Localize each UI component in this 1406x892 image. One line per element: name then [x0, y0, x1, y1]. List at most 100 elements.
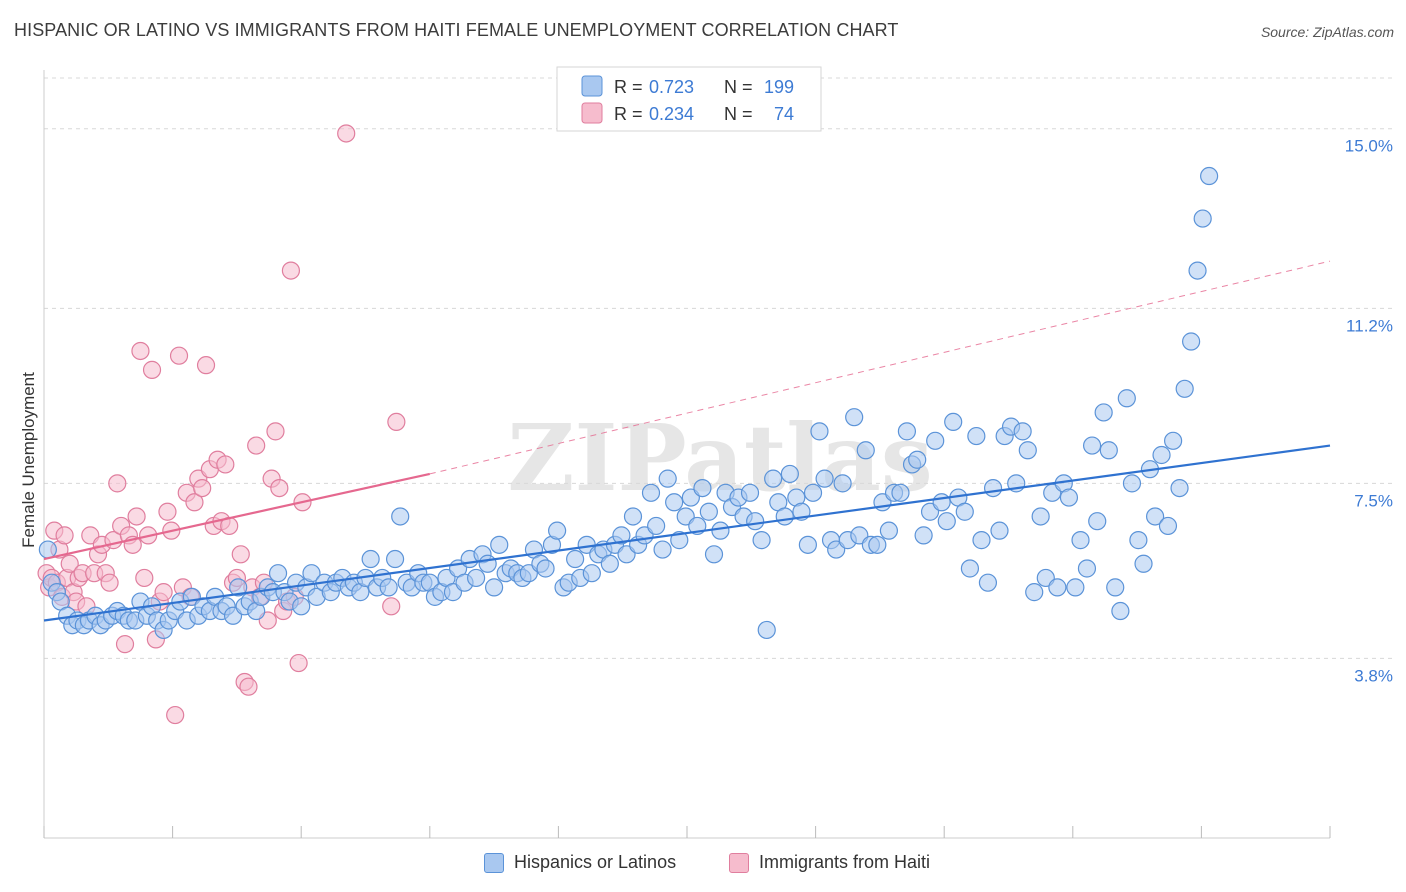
hispanic-points — [38, 166, 1219, 640]
hispanic-point — [740, 483, 760, 502]
stats-legend-blue-swatch — [581, 75, 603, 97]
haiti-point — [115, 635, 135, 654]
series-legend: Hispanics or Latinos Immigrants from Hai… — [0, 850, 1406, 880]
haiti-point — [131, 341, 150, 361]
stats-n-label: N = — [724, 77, 753, 97]
hispanic-point — [582, 564, 601, 583]
haiti-point — [266, 422, 285, 441]
hispanic-point — [623, 507, 643, 526]
y-tick-label: 7.5% — [1354, 491, 1393, 510]
haiti-point — [127, 507, 146, 526]
hispanic-point — [1106, 578, 1125, 597]
hispanic-point — [385, 549, 405, 569]
hispanic-point — [1031, 507, 1050, 526]
chart-title: HISPANIC OR LATINO VS IMMIGRANTS FROM HA… — [14, 20, 899, 40]
axes: 3.8%7.5%11.2%15.0%0.0%100.0% — [43, 70, 1393, 839]
hispanic-point — [944, 412, 963, 432]
hispanic-point — [361, 549, 380, 569]
scatter-chart: ZIPatlas 3.8%7.5%11.2%15.0%0.0%100.0% Fe… — [19, 66, 1393, 839]
haiti-point — [154, 583, 173, 602]
haiti-point — [169, 346, 189, 365]
hispanic-point — [775, 507, 794, 526]
hispanic-point — [897, 422, 917, 441]
hispanic-point — [926, 431, 945, 450]
hispanic-point — [38, 540, 57, 559]
haiti-point — [108, 474, 127, 493]
hispanic-point — [1077, 559, 1097, 578]
haiti-point — [100, 573, 119, 592]
hispanic-point — [764, 469, 783, 488]
hispanic-point — [1175, 379, 1194, 398]
stats-n-value: 74 — [774, 104, 794, 124]
hispanic-point — [612, 526, 631, 545]
stats-legend-pink-swatch — [581, 102, 603, 124]
hispanic-point — [600, 554, 619, 573]
y-axis-label: Female Unemployment — [19, 372, 38, 548]
hispanic-point — [1048, 578, 1067, 597]
hispanic-point — [914, 526, 933, 545]
hispanic-point — [485, 578, 504, 597]
hispanic-point — [379, 578, 398, 597]
hispanic-point — [658, 469, 677, 488]
haiti-point — [60, 554, 79, 573]
hispanic-point — [302, 564, 321, 583]
haiti-point — [239, 677, 258, 696]
hispanic-point — [780, 464, 799, 484]
legend-swatch-blue — [484, 852, 504, 873]
haiti-points — [37, 124, 406, 725]
hispanic-point — [990, 521, 1009, 540]
hispanic-point — [641, 483, 661, 502]
hispanic-point — [490, 535, 509, 554]
haiti-point — [193, 478, 212, 498]
legend-item-haiti[interactable]: Immigrants from Haiti — [729, 852, 930, 873]
legend-label: Immigrants from Haiti — [759, 852, 931, 872]
hispanic-point — [1071, 531, 1090, 550]
legend-item-hispanic[interactable]: Hispanics or Latinos — [484, 852, 676, 873]
haiti-point — [231, 545, 250, 564]
haiti-point — [142, 360, 162, 379]
haiti-point — [289, 653, 308, 673]
hispanic-point — [268, 564, 288, 583]
hispanic-point — [845, 408, 864, 427]
hispanic-point — [1129, 531, 1148, 550]
hispanic-point — [1158, 516, 1178, 536]
hispanic-point — [536, 559, 555, 578]
haiti-point — [196, 356, 216, 375]
hispanic-point — [478, 554, 497, 573]
hispanic-point — [746, 512, 765, 531]
haiti-point — [216, 455, 235, 474]
hispanic-point — [983, 478, 1003, 498]
hispanic-point — [967, 426, 986, 446]
hispanic-point — [1122, 474, 1142, 493]
hispanic-point — [653, 540, 672, 559]
haiti-trendline — [43, 472, 431, 561]
hispanic-point — [960, 559, 980, 578]
hispanic-point — [1059, 488, 1079, 507]
hispanic-point — [955, 502, 974, 521]
hispanic-point — [1170, 478, 1189, 498]
stats-r-value: 0.723 — [649, 77, 694, 97]
hispanic-point — [757, 620, 776, 640]
hispanic-point — [856, 441, 875, 460]
hispanic-point — [1164, 431, 1183, 450]
hispanic-point — [711, 521, 730, 540]
hispanic-point — [1188, 261, 1207, 280]
haiti-point — [387, 412, 406, 432]
hispanic-point — [815, 469, 834, 488]
hispanic-point — [1134, 554, 1153, 573]
hispanic-point — [391, 507, 410, 526]
hispanic-point — [699, 502, 718, 521]
hispanic-point — [1066, 578, 1085, 597]
hispanic-point — [566, 549, 585, 569]
source-label: Source: ZipAtlas.com — [1260, 24, 1394, 40]
hispanic-point — [1013, 422, 1032, 441]
haiti-point — [55, 526, 74, 545]
haiti-point — [247, 436, 266, 455]
hispanic-point — [1193, 209, 1212, 228]
stats-n-value: 199 — [764, 77, 794, 97]
haiti-point — [185, 493, 204, 512]
haiti-point — [337, 124, 356, 143]
y-tick-label: 3.8% — [1354, 666, 1393, 685]
hispanic-point — [879, 521, 899, 540]
hispanic-point — [978, 573, 998, 592]
